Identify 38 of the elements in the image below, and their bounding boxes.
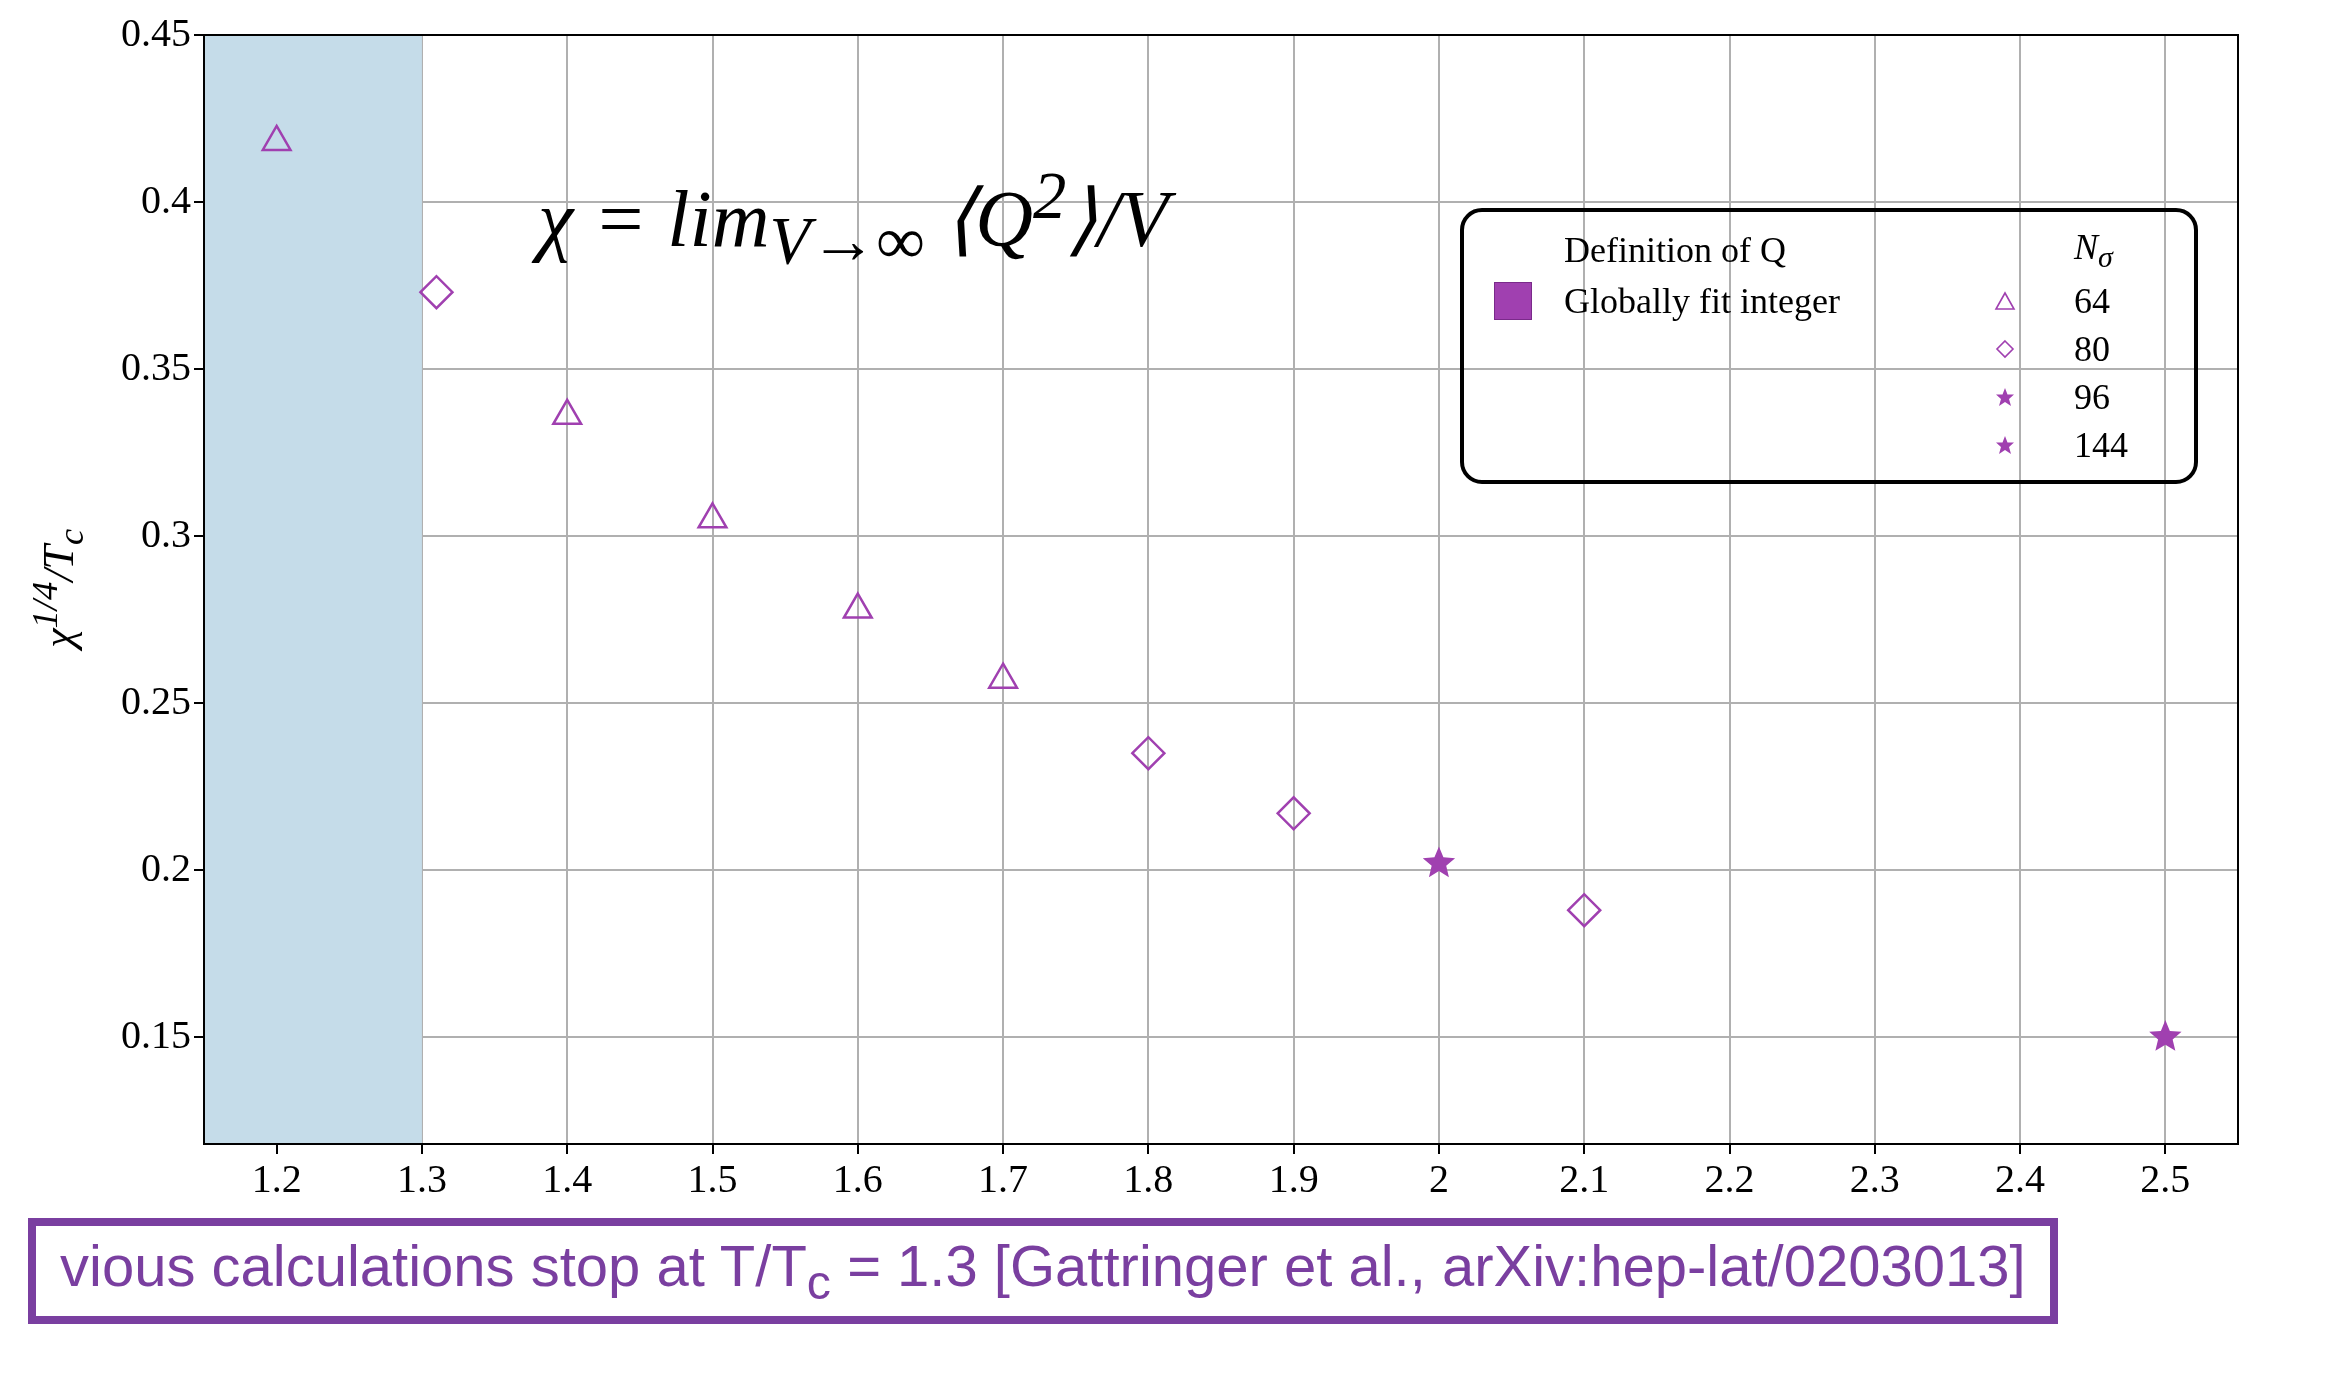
x-tick-label: 1.7 (978, 1155, 1029, 1201)
text: vious calculations stop at T/T$_{c}$ = 1.3 [Gattringer et al., arXiv:hep-lat/0203013] (28, 1218, 2058, 1324)
y-tick-label: 0.35 (121, 343, 191, 389)
x-tick-label: 1.9 (1268, 1155, 1319, 1201)
y-tick-label: 0.2 (141, 844, 191, 890)
x-tick-label: 1.8 (1123, 1155, 1174, 1201)
x-tick-label: 1.5 (687, 1155, 738, 1201)
point (261, 124, 292, 152)
legend-title: N$_{σ}$ (2074, 226, 2115, 275)
point (1131, 735, 1166, 771)
x-tick-label: 2.1 (1559, 1155, 1610, 1201)
y-tick-label: 0.45 (121, 9, 191, 55)
point (842, 592, 873, 619)
x-tick-label: 1.2 (251, 1155, 302, 1201)
x-tick-label: 2 (1428, 1155, 1449, 1201)
legend-label: 144 (2074, 424, 2129, 467)
y-tick-label: 0.3 (141, 510, 191, 556)
legend-label: 80 (2074, 328, 2111, 371)
point (1422, 846, 1456, 878)
x-tick-label: 1.6 (832, 1155, 883, 1201)
annotation: Globally fit integer (1564, 281, 1840, 322)
y-tick-label: 0.25 (121, 677, 191, 723)
point (1276, 796, 1311, 831)
x-tick-label: 2.5 (2140, 1155, 2191, 1201)
x-tick-label: 1.4 (542, 1155, 593, 1201)
x-tick-label: 2.3 (1849, 1155, 1900, 1201)
annotation: Definition of Q (1564, 229, 1787, 272)
point (2149, 1020, 2182, 1051)
y-tick-label: 0.4 (141, 176, 191, 222)
x-tick-label: 1.3 (396, 1155, 447, 1201)
legend-label: 64 (2074, 280, 2111, 323)
point (552, 398, 583, 426)
point (697, 502, 728, 529)
x-tick-label: 2.2 (1704, 1155, 1755, 1201)
x-tick-label: 2.4 (1995, 1155, 2046, 1201)
point (1566, 892, 1602, 928)
y-tick-label: 0.15 (121, 1011, 191, 1057)
legend-label: 96 (2074, 376, 2111, 419)
